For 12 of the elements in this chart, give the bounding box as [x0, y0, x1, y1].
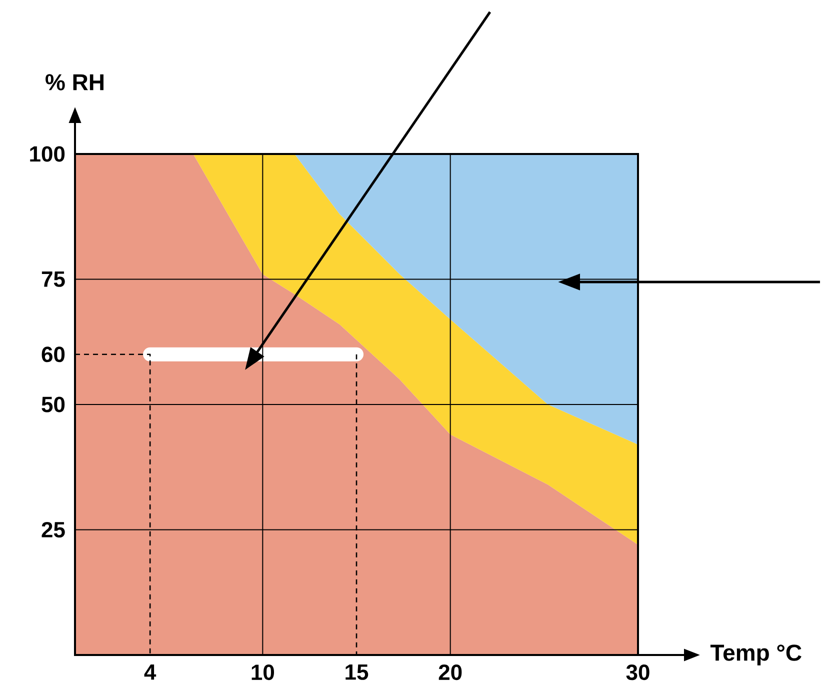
y-tick-label: 50 [42, 396, 65, 412]
y-tick-label: 100 [30, 146, 65, 162]
x-tick-label: 4 [144, 664, 156, 680]
x-tick-label: 30 [626, 664, 650, 680]
x-tick-label: 10 [252, 664, 274, 680]
y-tick-label: 75 [42, 272, 65, 287]
y-tick-label: 60 [42, 346, 65, 362]
x-tick-label: 15 [346, 664, 368, 680]
y-tick-label: 25 [42, 522, 65, 538]
x-tick-label: 20 [438, 664, 462, 680]
y-axis-title: % RH [46, 74, 104, 90]
x-axis-title: Temp °C [710, 644, 802, 666]
